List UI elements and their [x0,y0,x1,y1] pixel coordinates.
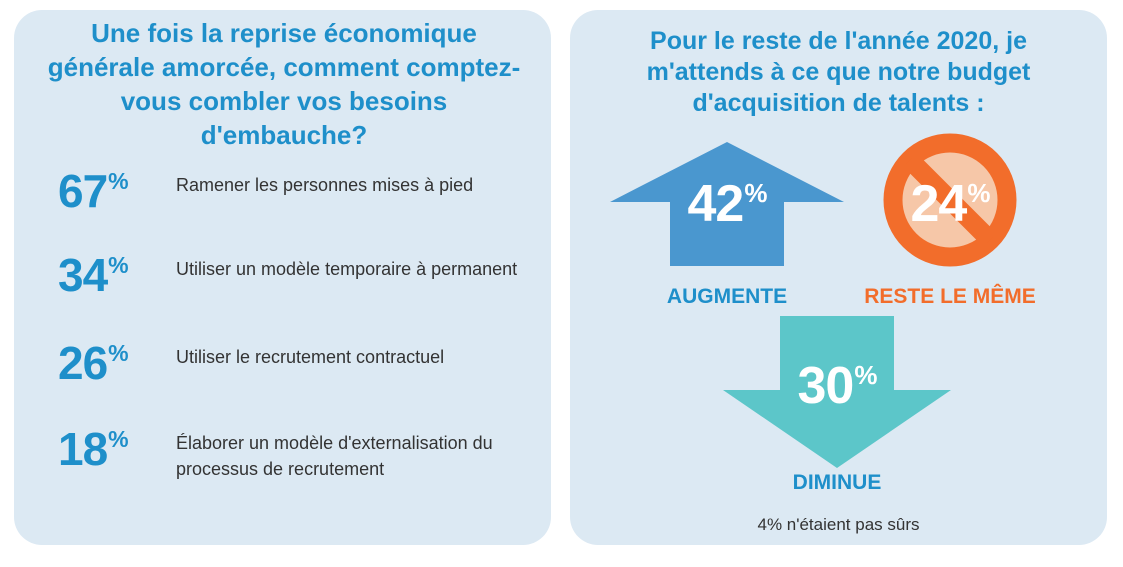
stat-percent: 18% [58,423,129,475]
no-sign-icon [883,133,1017,267]
increase-percent: 42% [687,175,768,233]
budget-outlook-panel: Pour le reste de l'année 2020, je m'atte… [570,10,1107,545]
stat-label: Utiliser le recrutement contractuel [176,347,445,367]
up-arrow-icon [610,142,844,266]
stat-label: Élaborer un modèle d'externalisation du … [176,433,493,479]
stat-percent: 67% [58,165,129,217]
increase-label: AUGMENTE [666,285,788,308]
same-percent: 24% [910,175,991,233]
decrease-label: DIMINUE [792,471,882,494]
stat-label: Utiliser un modèle temporaire à permanen… [176,259,518,279]
hiring-needs-panel: Une fois la reprise économique générale … [14,10,551,545]
stat-percent: 26% [58,337,129,389]
hiring-question-heading: Une fois la reprise économique générale … [47,18,521,150]
stat-label: Ramener les personnes mises à pied [176,175,474,195]
down-arrow-icon [723,316,951,468]
stat-percent: 34% [58,249,129,301]
same-label: RESTE LE MÊME [864,285,1036,308]
unsure-note: 4% n'étaient pas sûrs [757,515,920,534]
budget-question-heading: Pour le reste de l'année 2020, je m'atte… [646,27,1031,117]
decrease-percent: 30% [797,357,878,415]
